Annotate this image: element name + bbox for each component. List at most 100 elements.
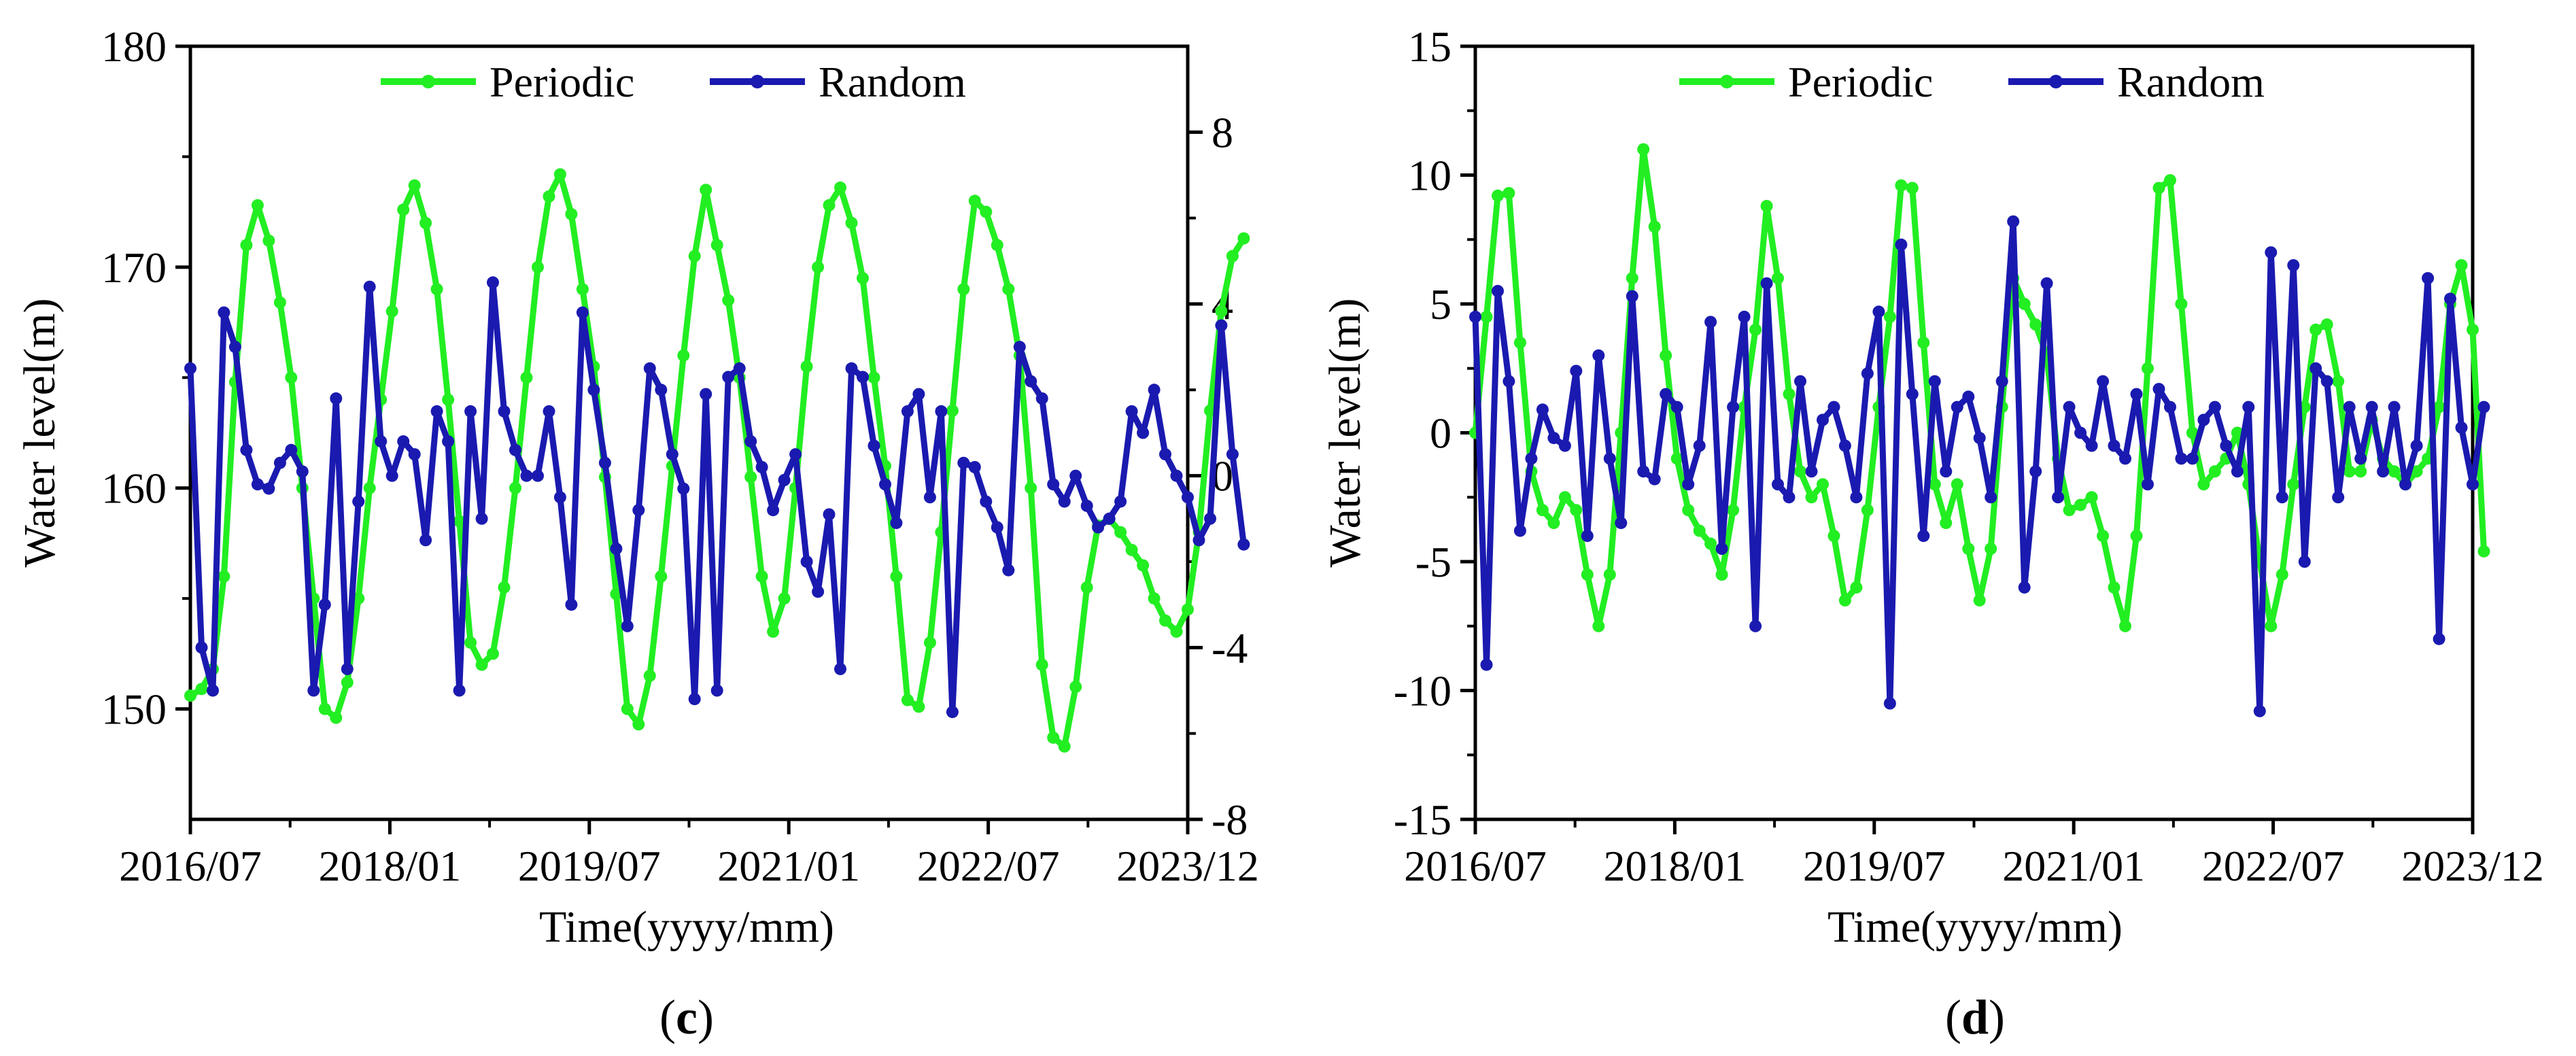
point-periodic — [1962, 543, 1975, 555]
point-periodic — [408, 179, 421, 192]
legend-label-periodic: Periodic — [1788, 58, 1933, 106]
point-periodic — [1626, 272, 1638, 285]
point-random — [1069, 469, 1082, 482]
x-tick-label: 2019/07 — [518, 842, 661, 890]
point-periodic — [1906, 182, 1919, 194]
right-y-tick-label: -4 — [1212, 624, 1248, 672]
point-random — [1817, 413, 1829, 426]
point-random — [2467, 478, 2479, 491]
point-periodic — [857, 272, 869, 285]
point-periodic — [1502, 187, 1515, 199]
point-periodic — [385, 305, 398, 318]
x-tick-label: 2018/01 — [1604, 842, 1747, 890]
point-random — [980, 495, 993, 508]
point-random — [273, 456, 286, 469]
point-periodic — [1047, 731, 1060, 744]
point-random — [946, 706, 959, 719]
point-random — [1715, 543, 1728, 555]
point-periodic — [352, 592, 365, 605]
point-periodic — [2410, 465, 2423, 478]
point-periodic — [1137, 559, 1150, 572]
point-periodic — [1159, 614, 1171, 627]
point-random — [1125, 405, 1138, 418]
point-random — [1204, 512, 1216, 525]
point-random — [1794, 375, 1806, 388]
point-random — [643, 362, 656, 375]
point-periodic — [2175, 298, 2188, 310]
point-random — [1025, 375, 1037, 388]
legend-label-random: Random — [2117, 58, 2265, 106]
point-random — [397, 435, 410, 448]
point-random — [1103, 512, 1116, 525]
point-random — [565, 598, 578, 611]
point-random — [767, 504, 780, 517]
point-periodic — [1850, 581, 1863, 594]
point-random — [2040, 277, 2053, 290]
legend-marker-periodic — [1720, 75, 1734, 88]
point-random — [1047, 478, 1060, 491]
point-random — [1917, 530, 1930, 543]
point-random — [2063, 401, 2076, 413]
point-random — [2197, 413, 2210, 426]
point-random — [285, 443, 298, 456]
point-periodic — [722, 294, 735, 307]
point-random — [789, 448, 802, 461]
point-random — [2052, 491, 2065, 504]
point-periodic — [2343, 465, 2356, 478]
point-periodic — [2276, 568, 2288, 581]
point-random — [2108, 439, 2120, 452]
point-periodic — [2186, 426, 2199, 439]
point-random — [2220, 439, 2233, 452]
right-y-tick-label: -8 — [1212, 796, 1248, 844]
point-periodic — [632, 718, 645, 731]
point-random — [2085, 439, 2098, 452]
point-random — [408, 448, 421, 461]
point-random — [330, 392, 343, 405]
point-periodic — [1148, 592, 1161, 605]
point-random — [1772, 478, 1784, 491]
point-random — [677, 482, 690, 495]
point-periodic — [677, 349, 690, 362]
point-random — [2097, 375, 2110, 388]
point-periodic — [565, 207, 578, 220]
point-random — [2265, 246, 2278, 259]
point-periodic — [1025, 481, 1037, 494]
point-random — [576, 306, 589, 319]
point-periodic — [2164, 174, 2176, 187]
panel-d: 2016/07 2018/01 2019/07 2021/01 2022/07 2023/… — [1320, 22, 2544, 1044]
point-random — [688, 693, 701, 706]
point-periodic — [1917, 336, 1930, 349]
point-periodic — [1973, 594, 1986, 607]
point-periodic — [845, 216, 858, 229]
point-random — [957, 456, 970, 469]
y-tick-label: 5 — [1430, 280, 1452, 328]
y-tick-label: 160 — [101, 464, 167, 513]
point-periodic — [464, 636, 477, 649]
point-periodic — [2119, 619, 2131, 632]
point-random — [857, 371, 869, 384]
legend-label-random: Random — [819, 58, 966, 106]
point-random — [722, 371, 735, 384]
point-random — [1492, 285, 1504, 297]
point-periodic — [2265, 619, 2278, 632]
point-random — [1192, 534, 1205, 547]
point-random — [1738, 310, 1751, 323]
point-random — [318, 598, 331, 611]
point-random — [1648, 473, 1661, 486]
point-random — [352, 495, 365, 508]
point-random — [2433, 632, 2445, 645]
point-random — [1693, 439, 1706, 452]
point-random — [598, 456, 611, 469]
point-periodic — [341, 676, 354, 689]
point-periodic — [968, 194, 981, 207]
y-tick-label: 0 — [1430, 409, 1452, 458]
x-tick-label: 2021/01 — [2002, 842, 2145, 890]
point-random — [868, 439, 880, 452]
point-random — [700, 388, 712, 401]
point-periodic — [1883, 310, 1896, 323]
point-periodic — [1760, 200, 1773, 212]
point-random — [2142, 478, 2154, 491]
point-random — [2354, 452, 2367, 465]
point-periodic — [1035, 658, 1048, 671]
